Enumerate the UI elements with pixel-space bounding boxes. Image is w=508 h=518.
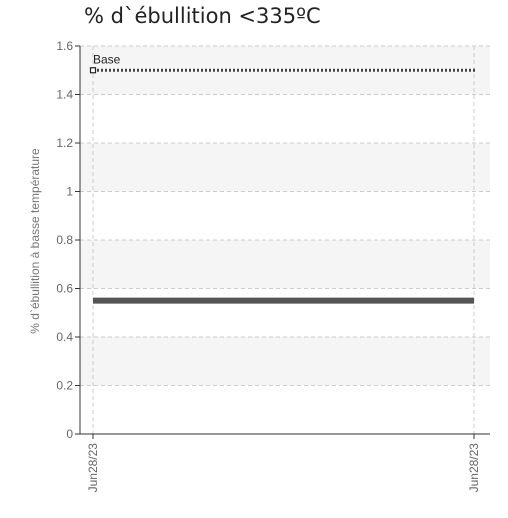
reference-line-label: Base — [93, 52, 121, 66]
chart-title: % d`ébullition <335ºC — [84, 4, 321, 28]
plot-band — [80, 240, 490, 289]
x-tick-label: Jun28/23 — [86, 443, 100, 493]
y-tick-label: 0.2 — [56, 379, 73, 393]
reference-marker — [89, 67, 97, 74]
plot-band — [80, 143, 490, 192]
y-tick-label: 1.4 — [56, 88, 73, 102]
axes — [75, 45, 490, 439]
y-tick-label: 0.4 — [56, 330, 73, 344]
y-tick-labels: 0 0.2 0.4 0.6 0.8 1 1.2 1.4 1.6 — [56, 39, 73, 441]
y-tick-label: 0 — [66, 427, 73, 441]
reference-lines: Base — [89, 52, 477, 74]
y-tick-label: 0.8 — [56, 233, 73, 247]
x-tick-labels: Jun28/23 Jun28/23 — [86, 443, 481, 493]
gridlines — [80, 45, 490, 434]
y-tick-label: 1.6 — [56, 39, 73, 53]
y-tick-label: 1 — [66, 185, 73, 199]
plot-band — [80, 337, 490, 386]
plot-bands — [80, 46, 490, 386]
x-tick-label: Jun28/23 — [467, 443, 481, 493]
y-tick-label: 1.2 — [56, 136, 73, 150]
y-tick-label: 0.6 — [56, 282, 73, 296]
y-axis-title: % d`ébullition à basse température — [28, 148, 42, 334]
